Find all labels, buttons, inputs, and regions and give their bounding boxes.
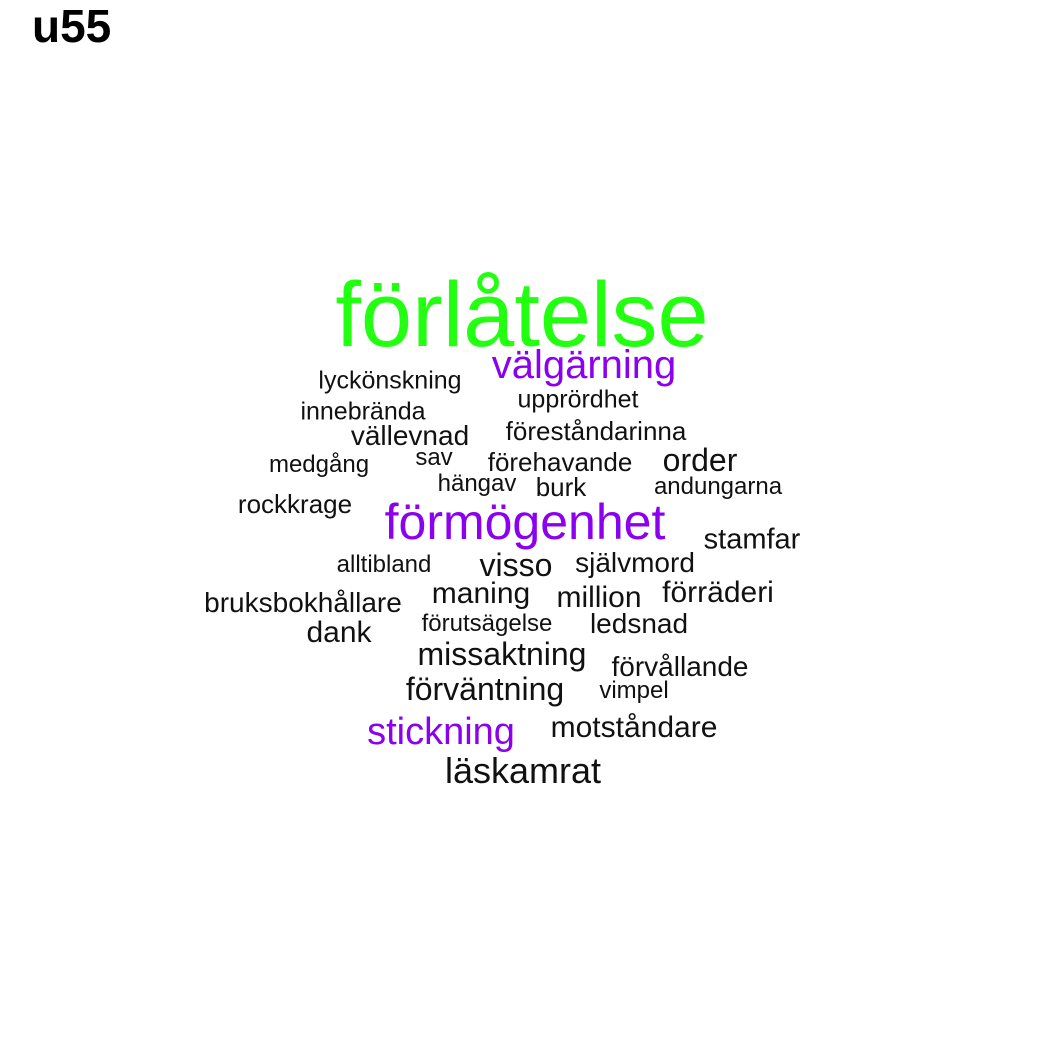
- cloud-word: förvållande: [611, 651, 749, 682]
- cloud-word: förehavande: [487, 447, 633, 477]
- page-title: u55: [32, 0, 112, 52]
- cloud-word: alltibland: [336, 551, 432, 578]
- cloud-word: hängav: [437, 470, 517, 497]
- cloud-word: maning: [431, 577, 531, 610]
- cloud-word: medgång: [268, 451, 370, 478]
- cloud-word: lyckönskning: [318, 366, 462, 395]
- cloud-word: vimpel: [599, 677, 669, 704]
- cloud-word: välgärning: [491, 343, 677, 387]
- cloud-word: förräderi: [662, 576, 774, 609]
- cloud-word: missaktning: [417, 636, 587, 672]
- cloud-word: förmögenhet: [384, 494, 666, 550]
- cloud-word: självmord: [575, 547, 695, 578]
- cloud-word: dank: [306, 616, 372, 649]
- cloud-word: ledsnad: [589, 608, 689, 639]
- cloud-word: million: [556, 581, 642, 614]
- cloud-word: innebrända: [300, 397, 426, 426]
- cloud-word: motståndare: [550, 711, 718, 744]
- cloud-word: förväntning: [405, 671, 565, 707]
- cloud-word: vällevnad: [350, 420, 470, 451]
- cloud-word: rockkrage: [237, 489, 353, 519]
- cloud-word: förutsägelse: [421, 610, 553, 637]
- cloud-word: läskamrat: [444, 750, 602, 791]
- cloud-word: bruksbokhållare: [204, 587, 402, 618]
- cloud-word: visso: [479, 547, 553, 583]
- cloud-word: förlåtelse: [335, 264, 709, 366]
- cloud-word: andungarna: [653, 473, 783, 500]
- cloud-word: upprördhet: [517, 385, 639, 414]
- cloud-word: föreståndarinna: [505, 416, 687, 446]
- cloud-word: stickning: [367, 711, 515, 753]
- cloud-word: burk: [535, 472, 587, 502]
- cloud-word: order: [662, 442, 738, 478]
- cloud-word: stamfar: [703, 523, 801, 556]
- cloud-word: sav: [415, 444, 453, 471]
